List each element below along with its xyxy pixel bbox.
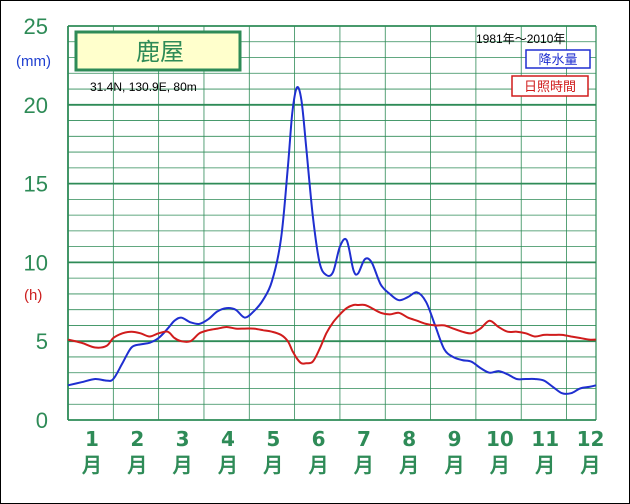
location-info: 31.4N, 130.9E, 80m bbox=[90, 80, 197, 94]
y-tick-label: 10 bbox=[24, 250, 48, 275]
x-tick-label: 9 bbox=[448, 427, 462, 451]
x-tick-label: 月 bbox=[489, 453, 510, 477]
x-tick-label: 3 bbox=[176, 427, 190, 451]
chart-title: 鹿屋 bbox=[136, 39, 184, 66]
y-tick-label: 20 bbox=[24, 93, 48, 118]
grid bbox=[67, 25, 597, 421]
legend-sunshine-box bbox=[511, 75, 589, 97]
y-tick-label: 0 bbox=[36, 408, 48, 433]
x-tick-label: 月 bbox=[262, 453, 283, 477]
legend-precip-box bbox=[525, 49, 591, 69]
y-tick-label: 15 bbox=[24, 172, 48, 197]
x-tick-label: 月 bbox=[308, 453, 329, 477]
y-unit-h: (h) bbox=[24, 287, 42, 304]
y-unit-mm: (mm) bbox=[16, 53, 51, 70]
x-tick-label: 11 bbox=[531, 427, 559, 451]
x-tick-label: 月 bbox=[81, 453, 102, 477]
x-tick-label: 10 bbox=[486, 427, 514, 451]
x-tick-label: 月 bbox=[444, 453, 465, 477]
x-tick-label: 月 bbox=[580, 453, 601, 477]
x-tick-label: 2 bbox=[130, 427, 144, 451]
series-group bbox=[67, 86, 597, 395]
x-tick-label: 月 bbox=[398, 453, 419, 477]
x-tick-label: 月 bbox=[172, 453, 193, 477]
title-box bbox=[74, 30, 242, 72]
x-tick-label: 12 bbox=[577, 427, 605, 451]
x-tick-label: 6 bbox=[312, 427, 326, 451]
x-tick-label: 8 bbox=[402, 427, 416, 451]
period-label: 1981年～2010年 bbox=[476, 32, 565, 46]
legend-sunshine-label: 日照時間 bbox=[524, 79, 576, 94]
y-tick-label: 25 bbox=[24, 14, 48, 39]
sunshine-line bbox=[67, 303, 597, 365]
x-tick-label: 月 bbox=[353, 453, 374, 477]
y-axis-ticks: 0 5 10 15 20 25 bbox=[24, 14, 48, 433]
x-tick-label: 5 bbox=[266, 427, 280, 451]
x-tick-label: 7 bbox=[357, 427, 371, 451]
x-tick-label: 4 bbox=[221, 427, 235, 451]
x-tick-label: 月 bbox=[126, 453, 147, 477]
x-tick-label: 月 bbox=[534, 453, 555, 477]
x-tick-label: 月 bbox=[217, 453, 238, 477]
x-tick-label: 1 bbox=[85, 427, 99, 451]
y-tick-label: 5 bbox=[36, 329, 48, 354]
precipitation-line bbox=[67, 86, 597, 395]
legend-precip-label: 降水量 bbox=[538, 52, 577, 67]
